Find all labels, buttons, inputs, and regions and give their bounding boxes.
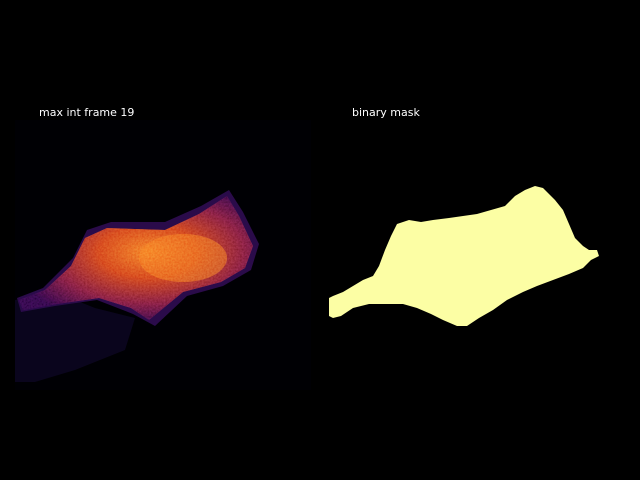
bright-core bbox=[139, 234, 227, 282]
dim-tail-region bbox=[15, 292, 135, 382]
cell-body bbox=[19, 196, 253, 320]
mask-region bbox=[329, 186, 599, 326]
mask-image-panel bbox=[329, 120, 625, 390]
mask-panel-title: binary mask bbox=[352, 106, 420, 119]
intensity-image bbox=[15, 120, 311, 390]
mask-image bbox=[329, 120, 625, 390]
intensity-panel-title: max int frame 19 bbox=[39, 106, 135, 119]
intensity-image-panel bbox=[15, 120, 311, 390]
